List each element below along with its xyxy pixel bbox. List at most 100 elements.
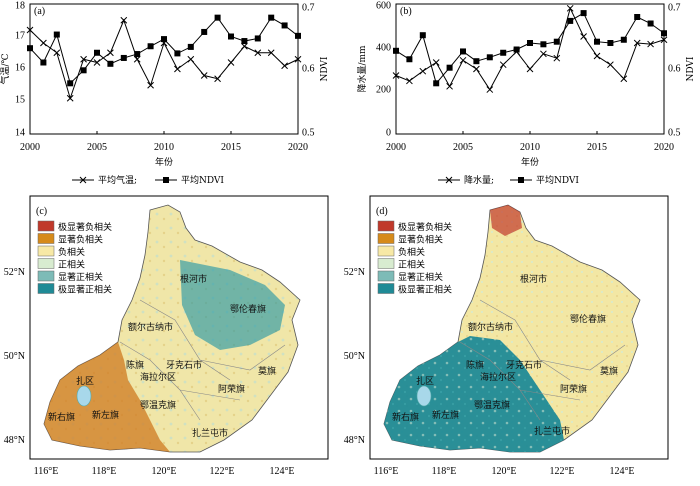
data-point-x-marker [593,52,601,60]
x-tick-label: 2005 [87,142,107,153]
legend-x-marker [79,176,87,184]
data-point-square-marker [486,54,493,61]
map-place-labels: 根河市 额尔古纳市 鄂伦春旗 陈旗 牙克石市 海拉尔区 莫旗 阿荣旗 扎区 新右… [392,273,618,437]
negative-correlation-area [44,342,170,452]
x-axis-label: 年份 [521,156,539,168]
data-point-square-marker [187,43,194,50]
y-tick-label: 0 [386,127,391,138]
legend-label: 显著负相关 [58,234,103,246]
legend-swatch [377,245,395,257]
right-y-tick-label: 0.7 [302,2,315,13]
place-label: 阿荣旗 [218,383,245,395]
data-point-x-marker [66,94,74,102]
lon-tick-label: 116°E [34,466,59,477]
data-point-x-marker [553,54,561,62]
data-point-square-marker [446,64,453,71]
x-tick-label: 2005 [453,142,473,153]
panel-label: (b) [400,6,412,17]
lat-tick-label: 52°N [4,267,25,278]
x-tick-label: 2015 [587,142,607,153]
legend-label: 显著负相关 [398,234,443,246]
data-point-square-marker [527,40,533,46]
data-point-square-marker [473,58,480,65]
legend-label-ndvi: 平均NDVI [536,174,579,186]
data-point-x-marker [660,36,668,44]
chart-panel-b: (b) 600 400 200 0 0.7 0.6 0.5 2000 2005 … [356,0,696,186]
lon-tick-label: 120°E [491,466,516,477]
lon-tick-label: 124°E [269,466,294,477]
data-point-square-marker [214,14,221,21]
lon-tick-label: 122°E [209,466,234,477]
data-point-square-marker [40,59,47,66]
place-label: 新左旗 [432,409,459,421]
chart-legend: 降水量; 平均NDVI [438,174,579,186]
lake [416,385,432,407]
legend-swatch [37,270,55,282]
data-point-square-marker [460,48,466,55]
data-point-square-marker [634,14,641,20]
legend-square-marker [518,177,524,183]
data-point-square-marker [500,49,507,56]
place-label: 根河市 [180,273,207,285]
lon-tick-label: 122°E [549,466,574,477]
data-point-square-marker [295,32,301,39]
legend-label: 负相关 [398,246,425,258]
y-axis-label: 降水量/mm [356,45,368,93]
legend-label: 极显著负相关 [58,221,112,233]
data-point-x-marker [580,33,587,40]
lon-ticks: 116°E 118°E 120°E 122°E 124°E [374,466,635,477]
place-label: 陈旗 [126,359,144,371]
x-tick-label: 2020 [288,142,308,153]
lat-tick-label: 48°N [4,435,25,446]
lon-tick-label: 118°E [432,466,457,477]
legend-swatch [377,283,395,294]
series-marks [26,14,302,134]
data-point-x-marker [406,77,413,85]
lon-tick-label: 116°E [374,466,399,477]
place-label: 牙克石市 [166,359,202,371]
positive-correlation-area [180,260,285,350]
right-y-tick-label: 0.7 [668,2,681,13]
data-point-x-marker [187,55,195,63]
series-line-primary [29,18,299,100]
data-point-x-marker [526,65,534,73]
data-point-square-marker [433,80,440,87]
data-point-square-marker [53,31,60,38]
data-point-square-marker [393,47,399,54]
panel-label: (d) [376,206,388,217]
map-place-labels: 根河市 额尔古纳市 鄂伦春旗 陈旗 牙克石市 海拉尔区 莫旗 阿荣旗 扎区 新右… [48,273,276,439]
x-tick-label: 2015 [221,142,241,153]
data-point-x-marker [281,62,288,70]
data-point-x-marker [446,82,453,90]
legend-x-marker [445,176,453,184]
lat-tick-label: 50°N [4,351,25,362]
x-tick-label: 2000 [20,142,40,153]
place-label: 海拉尔区 [480,371,516,383]
place-label: 扎兰屯市 [534,425,570,437]
right-y-axis-label: NDVI [686,56,696,81]
data-point-x-marker [566,4,574,12]
right-y-axis-ticks: 0.7 0.6 0.5 [668,2,681,138]
x-tick-label: 2000 [386,142,406,153]
data-point-x-marker [473,65,480,73]
data-point-square-marker [174,50,181,57]
district-boundaries [459,299,626,421]
right-y-axis-ticks: 0.7 0.6 0.5 [302,2,315,138]
y-tick-label: 200 [376,84,391,95]
data-point-square-marker [134,51,141,58]
y-tick-label: 17 [15,30,25,41]
lon-ticks: 116°E 118°E 120°E 122°E 124°E [34,466,295,477]
data-point-x-marker [26,26,34,34]
data-point-x-marker [432,59,440,66]
data-point-x-marker [214,75,221,83]
place-label: 根河市 [520,273,547,285]
data-point-x-marker [174,65,181,73]
data-point-square-marker [228,33,234,40]
place-label: 鄂温克旗 [140,399,176,411]
data-point-square-marker [620,36,627,43]
right-y-tick-label: 0.6 [302,63,315,74]
